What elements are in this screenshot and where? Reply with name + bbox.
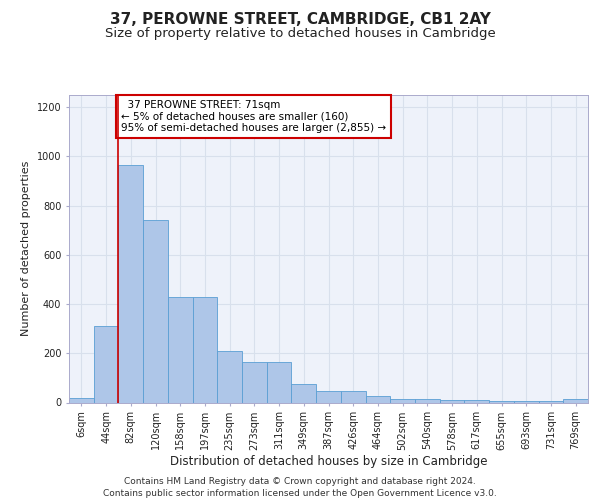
Bar bbox=[365, 396, 390, 402]
Bar bbox=[440, 400, 464, 402]
Text: Size of property relative to detached houses in Cambridge: Size of property relative to detached ho… bbox=[104, 28, 496, 40]
Bar bbox=[390, 399, 415, 402]
Bar bbox=[415, 399, 440, 402]
X-axis label: Distribution of detached houses by size in Cambridge: Distribution of detached houses by size … bbox=[170, 455, 487, 468]
Bar bbox=[143, 220, 168, 402]
Bar bbox=[69, 398, 94, 402]
Bar bbox=[563, 399, 588, 402]
Bar bbox=[316, 390, 341, 402]
Bar bbox=[341, 390, 365, 402]
Bar bbox=[118, 165, 143, 402]
Text: Contains HM Land Registry data © Crown copyright and database right 2024.
Contai: Contains HM Land Registry data © Crown c… bbox=[103, 476, 497, 498]
Bar bbox=[464, 400, 489, 402]
Bar bbox=[292, 384, 316, 402]
Bar bbox=[94, 326, 118, 402]
Bar bbox=[267, 362, 292, 403]
Bar bbox=[217, 351, 242, 403]
Text: 37, PEROWNE STREET, CAMBRIDGE, CB1 2AY: 37, PEROWNE STREET, CAMBRIDGE, CB1 2AY bbox=[110, 12, 490, 28]
Bar bbox=[168, 296, 193, 403]
Y-axis label: Number of detached properties: Number of detached properties bbox=[21, 161, 31, 336]
Bar bbox=[193, 296, 217, 403]
Bar bbox=[242, 362, 267, 403]
Text: 37 PEROWNE STREET: 71sqm
← 5% of detached houses are smaller (160)
95% of semi-d: 37 PEROWNE STREET: 71sqm ← 5% of detache… bbox=[121, 100, 386, 133]
